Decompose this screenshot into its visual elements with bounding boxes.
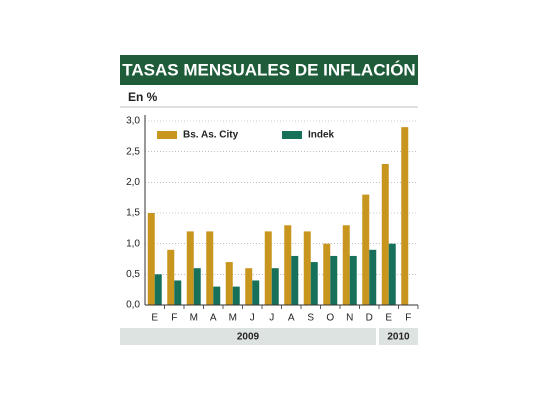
year-label: 2010 <box>387 332 410 343</box>
bar <box>323 243 331 305</box>
bar <box>291 255 299 305</box>
bar <box>225 262 233 305</box>
bar <box>271 268 279 305</box>
bar <box>147 213 155 305</box>
bar <box>303 231 311 305</box>
bar <box>362 194 370 305</box>
legend-swatch <box>282 131 302 139</box>
bar <box>245 268 253 305</box>
bar <box>401 127 409 305</box>
bar <box>154 274 162 305</box>
legend-swatch <box>157 131 177 139</box>
x-tick-label: E <box>151 313 158 324</box>
x-tick-label: J <box>269 313 274 324</box>
x-tick-label: F <box>405 313 411 324</box>
title-banner <box>120 55 418 85</box>
legend-label: Bs. As. City <box>183 130 239 141</box>
bar <box>186 231 194 305</box>
bar <box>330 255 338 305</box>
bar <box>174 280 182 305</box>
x-tick-label: D <box>366 313 373 324</box>
bar <box>284 225 292 305</box>
bar <box>193 268 201 305</box>
year-band <box>120 328 376 345</box>
chart-title: TASAS MENSUALES DE INFLACIÓN <box>122 60 415 79</box>
x-tick-label: N <box>346 313 353 324</box>
bar <box>252 280 260 305</box>
bar <box>310 262 318 305</box>
x-tick-label: F <box>171 313 177 324</box>
y-tick-label: 0,5 <box>126 269 140 280</box>
x-tick-label: M <box>229 313 237 324</box>
bar <box>342 225 350 305</box>
bar <box>369 249 377 305</box>
x-tick-label: O <box>326 313 334 324</box>
x-tick-label: A <box>288 313 295 324</box>
bar <box>264 231 272 305</box>
year-band <box>379 328 418 345</box>
x-tick-label: E <box>385 313 392 324</box>
y-tick-label: 1,5 <box>126 208 140 219</box>
y-tick-label: 3,0 <box>126 116 140 127</box>
x-tick-label: M <box>190 313 198 324</box>
x-tick-label: J <box>250 313 255 324</box>
x-tick-label: A <box>210 313 217 324</box>
bar <box>381 163 389 305</box>
bar <box>232 286 240 305</box>
bar <box>213 286 221 305</box>
legend-label: Indek <box>308 130 335 141</box>
bar <box>167 249 175 305</box>
y-tick-label: 2,5 <box>126 146 140 157</box>
y-tick-label: 0,0 <box>126 300 140 311</box>
chart-subtitle: En % <box>128 90 158 104</box>
year-label: 2009 <box>237 332 260 343</box>
x-tick-label: S <box>307 313 314 324</box>
bar <box>349 255 357 305</box>
bar <box>388 243 396 305</box>
bar <box>206 231 214 305</box>
y-tick-label: 1,0 <box>126 238 140 249</box>
y-tick-label: 2,0 <box>126 177 140 188</box>
